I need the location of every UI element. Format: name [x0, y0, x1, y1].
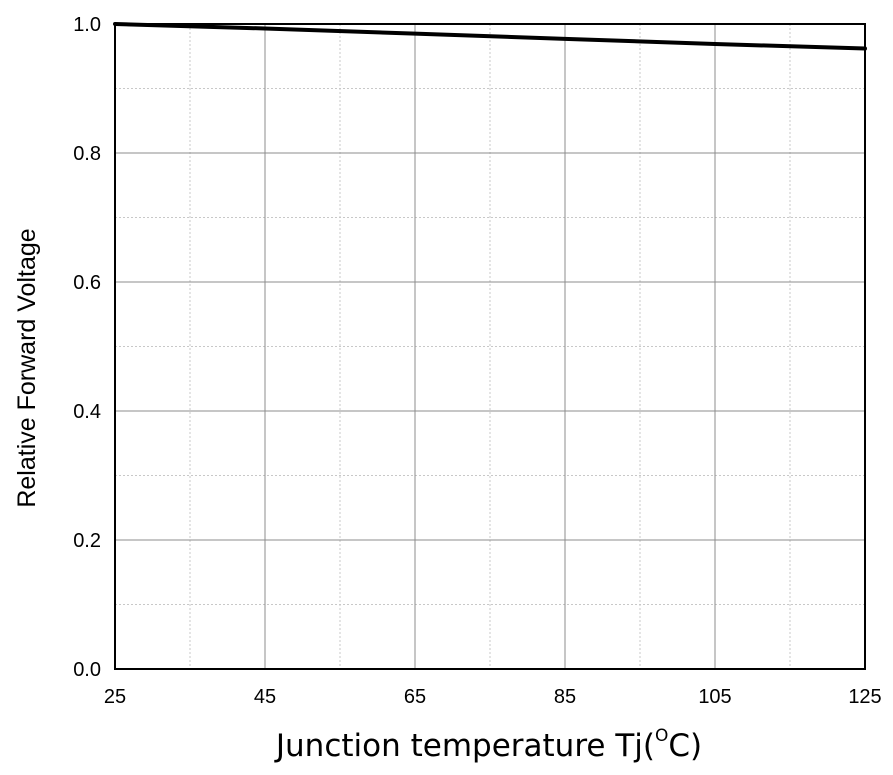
minor-gridlines	[115, 24, 865, 669]
tick-labels: 25 45 65 85 105 125 0.0 0.2 0.4 0.6 0.8 1.0	[73, 14, 882, 708]
y-tick-label: 0.6	[73, 272, 101, 294]
x-tick-label: 85	[554, 686, 576, 708]
x-axis-label-degree: O	[655, 726, 668, 746]
x-tick-label: 125	[848, 686, 881, 708]
x-tick-label: 105	[698, 686, 731, 708]
x-axis-label: Junction temperature Tj(OC)	[274, 726, 702, 764]
x-tick-label: 25	[104, 686, 126, 708]
plot-frame	[114, 23, 866, 670]
y-tick-label: 0.4	[73, 401, 101, 423]
y-tick-label: 1.0	[73, 14, 101, 36]
x-axis-label-main: Junction temperature Tj(	[274, 728, 655, 764]
y-axis-label: Relative Forward Voltage	[13, 228, 41, 507]
x-tick-label: 65	[404, 686, 426, 708]
x-axis-label-end: C)	[668, 728, 702, 764]
series-layer	[113, 22, 867, 51]
x-tick-label: 45	[254, 686, 276, 708]
y-tick-label: 0.2	[73, 530, 101, 552]
y-tick-label: 0.0	[73, 659, 101, 681]
major-gridlines	[115, 24, 865, 669]
series-line	[113, 22, 867, 51]
y-tick-label: 0.8	[73, 143, 101, 165]
